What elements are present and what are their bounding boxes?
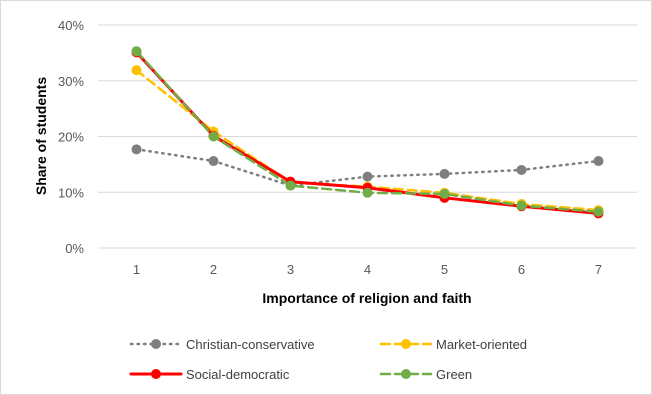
legend-label: Green [436,367,472,382]
data-point [439,188,450,199]
legend-swatch-marker [401,369,411,379]
legend-label: Social-democratic [186,367,290,382]
x-tick-label: 4 [364,262,371,277]
y-tick-label: 10% [58,185,84,200]
data-point [285,180,296,191]
x-tick-label: 6 [518,262,525,277]
legend: Christian-conservative Market-oriented Soc… [129,337,527,382]
data-point [131,46,142,57]
legend-label: Market-oriented [436,337,527,352]
x-tick-label: 3 [287,262,294,277]
data-point [208,131,219,142]
legend-item-social-democratic: Social-democratic [129,367,290,382]
legend-swatch-marker [151,369,161,379]
data-point [516,164,527,175]
series-group [131,46,604,219]
y-tick-label: 0% [65,241,84,256]
grid-lines [98,24,637,249]
x-axis-title: Importance of religion and faith [262,290,471,306]
y-axis-title: Share of students [33,77,49,195]
data-point [593,206,604,217]
legend-swatch-marker [401,339,411,349]
legend-swatch-marker [151,339,161,349]
legend-label: Christian-conservative [186,337,315,352]
x-tick-label: 2 [210,262,217,277]
legend-item-green: Green [379,367,472,382]
x-tick-label: 1 [133,262,140,277]
data-point [208,156,219,167]
data-point [362,171,373,182]
legend-item-market-oriented: Market-oriented [379,337,527,352]
data-point [131,65,142,76]
series-green [131,46,604,217]
legend-item-christian-conservative: Christian-conservative [129,337,315,352]
y-tick-label: 40% [58,18,84,33]
data-point [593,156,604,167]
y-axis-ticks: 0% 10% 20% 30% 40% [58,18,84,256]
y-tick-label: 20% [58,130,84,145]
x-axis-ticks: 1 2 3 4 5 6 7 [133,262,602,277]
data-point [439,168,450,179]
x-tick-label: 7 [595,262,602,277]
data-point [516,200,527,211]
x-tick-label: 5 [441,262,448,277]
data-point [362,187,373,198]
y-tick-label: 30% [58,74,84,89]
data-point [131,144,142,155]
